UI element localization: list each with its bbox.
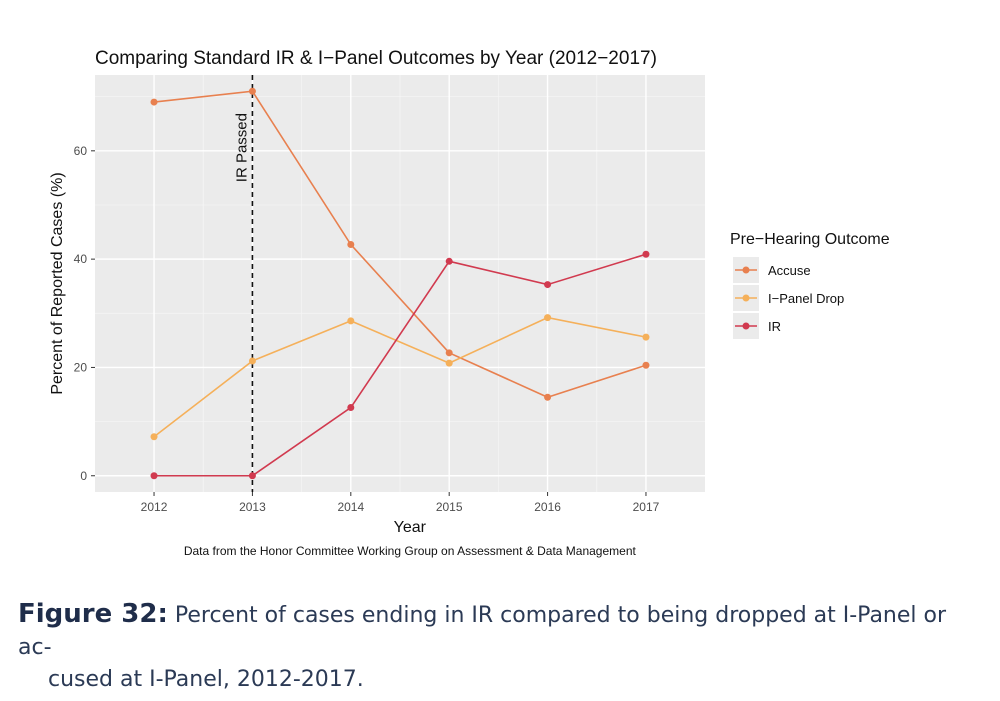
data-point bbox=[150, 98, 158, 106]
ir-passed-label: IR Passed bbox=[233, 113, 250, 182]
legend-title: Pre−Hearing Outcome bbox=[730, 231, 890, 248]
caption-label: Figure 32: bbox=[18, 599, 168, 629]
figure-caption: Figure 32: Percent of cases ending in IR… bbox=[18, 598, 978, 696]
data-point bbox=[248, 472, 256, 480]
x-tick-label: 2013 bbox=[239, 500, 266, 514]
x-tick-label: 2012 bbox=[141, 500, 168, 514]
x-tick-label: 2017 bbox=[633, 500, 660, 514]
data-point bbox=[642, 250, 650, 258]
data-point bbox=[150, 433, 158, 441]
series-line bbox=[153, 316, 647, 438]
chart-title: Comparing Standard IR & I−Panel Outcomes… bbox=[95, 48, 657, 69]
data-point bbox=[150, 472, 158, 480]
data-point bbox=[642, 333, 650, 341]
y-tick-label: 60 bbox=[74, 144, 88, 158]
data-point bbox=[248, 87, 256, 95]
legend-label: IR bbox=[768, 319, 781, 334]
series-line bbox=[154, 253, 647, 477]
data-point bbox=[248, 357, 256, 365]
data-point bbox=[544, 393, 552, 401]
data-point bbox=[544, 314, 552, 322]
x-tick-label: 2016 bbox=[534, 500, 561, 514]
y-tick-label: 0 bbox=[80, 469, 87, 483]
x-tick-label: 2014 bbox=[337, 500, 364, 514]
source-note: Data from the Honor Committee Working Gr… bbox=[184, 544, 637, 558]
data-point bbox=[445, 257, 453, 265]
data-point bbox=[347, 317, 355, 325]
caption-line2: cused at I-Panel, 2012-2017. bbox=[48, 667, 364, 692]
data-point bbox=[445, 359, 453, 367]
x-axis-label: Year bbox=[394, 519, 427, 536]
legend-label: I−Panel Drop bbox=[768, 291, 844, 306]
x-tick-label: 2015 bbox=[436, 500, 463, 514]
y-tick-label: 20 bbox=[74, 360, 88, 374]
data-point bbox=[347, 404, 355, 412]
series-line bbox=[153, 90, 647, 399]
legend-point bbox=[742, 294, 750, 302]
data-point bbox=[445, 349, 453, 357]
line-chart: Comparing Standard IR & I−Panel Outcomes… bbox=[49, 48, 890, 558]
y-axis-label: Percent of Reported Cases (%) bbox=[49, 172, 66, 394]
caption-line1: Percent of cases ending in IR compared t… bbox=[18, 603, 947, 660]
y-tick-label: 40 bbox=[74, 252, 88, 266]
data-point bbox=[642, 361, 650, 369]
legend-label: Accuse bbox=[768, 263, 811, 278]
data-point bbox=[347, 241, 355, 249]
data-point bbox=[544, 281, 552, 289]
legend-point bbox=[742, 322, 750, 330]
legend-point bbox=[742, 266, 750, 274]
